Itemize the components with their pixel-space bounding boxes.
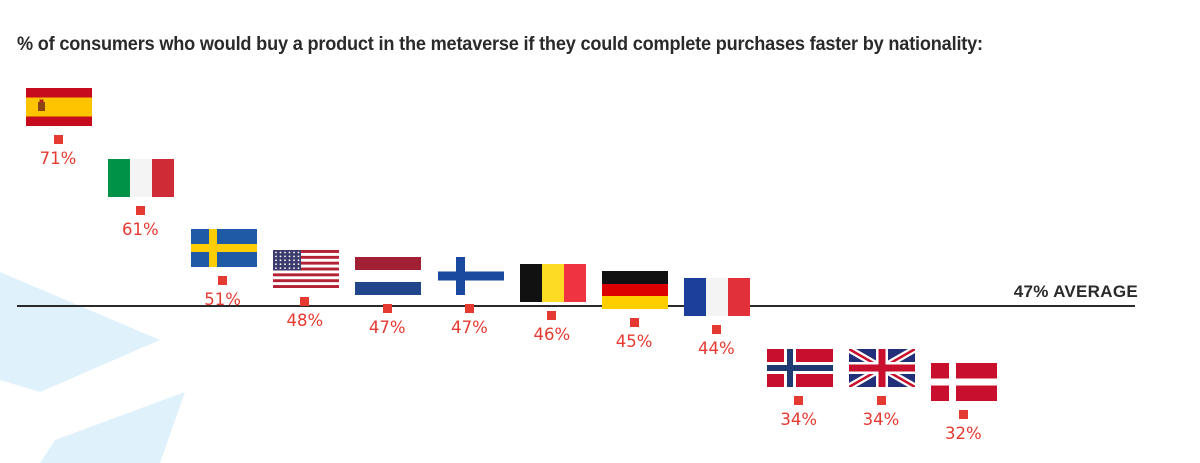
value-label: 48% <box>286 311 324 331</box>
value-label: 44% <box>698 339 735 359</box>
norway-flag-icon <box>766 348 833 387</box>
data-point-belgium: 46% <box>519 264 588 345</box>
data-point-united-states: 48% <box>272 250 341 331</box>
data-point-netherlands: 47% <box>355 257 423 337</box>
usa-flag-icon <box>272 250 339 289</box>
germany-flag-icon <box>602 271 669 310</box>
data-point-italy: 61% <box>108 158 176 239</box>
value-label: 34% <box>780 409 818 429</box>
value-label: 32% <box>944 423 982 443</box>
data-point-norway: 34% <box>766 348 835 429</box>
value-label: 45% <box>615 332 653 352</box>
value-marker <box>958 409 968 419</box>
italy-flag-icon <box>108 158 175 197</box>
data-point-germany: 45% <box>602 271 670 351</box>
value-label: 47% <box>451 318 488 338</box>
value-marker <box>629 318 639 328</box>
average-label: 47% AVERAGE <box>1013 282 1138 301</box>
value-label: 71% <box>39 149 77 168</box>
value-marker <box>135 205 145 215</box>
value-label: 51% <box>204 290 241 309</box>
france-flag-icon <box>684 278 751 317</box>
belgium-flag-icon <box>519 264 586 303</box>
value-label: 47% <box>368 318 406 338</box>
value-marker <box>53 135 63 144</box>
value-marker <box>876 395 886 405</box>
data-point-france: 44% <box>684 278 752 358</box>
uk-flag-icon <box>849 348 915 387</box>
data-point-denmark: 32% <box>931 362 999 443</box>
value-marker <box>218 276 228 285</box>
data-point-finland: 47% <box>437 257 506 338</box>
sweden-flag-icon <box>190 229 257 267</box>
value-marker <box>711 325 721 335</box>
finland-flag-icon <box>437 257 504 296</box>
netherlands-flag-icon <box>355 257 422 296</box>
value-marker <box>465 304 474 314</box>
value-label: 46% <box>533 325 571 345</box>
value-marker <box>300 297 310 307</box>
value-label: 34% <box>862 409 900 429</box>
data-point-united-kingdom: 34% <box>849 348 917 429</box>
average-line <box>17 305 1135 307</box>
spain-flag-icon <box>26 88 92 126</box>
denmark-flag-icon <box>931 362 998 401</box>
value-label: 61% <box>121 219 159 239</box>
data-point-sweden: 51% <box>190 229 259 309</box>
value-marker <box>382 304 392 314</box>
value-marker <box>794 395 804 405</box>
value-marker <box>547 311 557 321</box>
data-point-spain: 71% <box>26 88 94 168</box>
chart-title: % of consumers who would buy a product i… <box>17 33 983 55</box>
